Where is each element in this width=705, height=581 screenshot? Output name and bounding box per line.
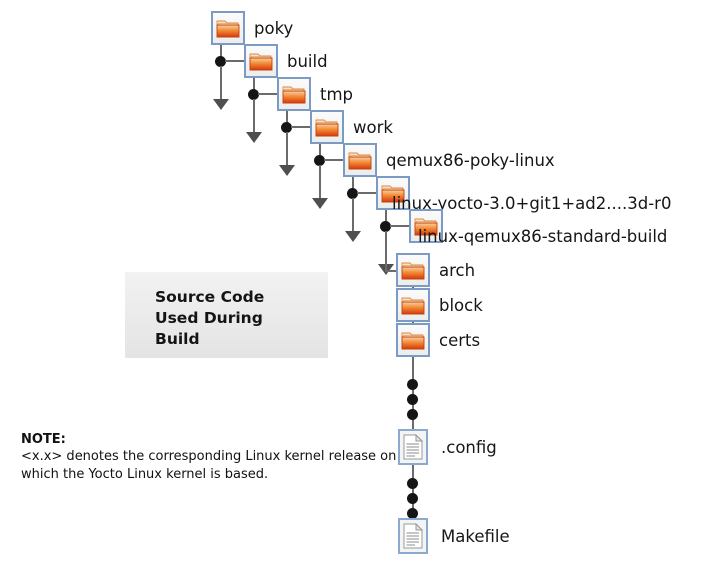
folder-icon-linux-yocto[interactable]: [376, 176, 410, 210]
ellipsis-dot-5: [407, 493, 418, 504]
note-body: <x.x> denotes the corresponding Linux ke…: [21, 449, 397, 482]
folder-label-poky: poky: [254, 19, 294, 38]
connector-elbow-vertical-standard-build: [385, 243, 387, 271]
connector-dot-build: [248, 89, 259, 100]
folder-icon-poky[interactable]: [211, 11, 245, 45]
folder-glyph: [401, 262, 425, 280]
connector-continue-tmp: [286, 132, 288, 166]
folder-label-block: block: [439, 296, 483, 315]
arrowhead-qemux86: [345, 231, 361, 242]
folder-glyph: [401, 332, 425, 350]
folder-label-build: build: [287, 52, 328, 71]
ellipsis-dot-3: [407, 409, 418, 420]
arrowhead-tmp: [279, 165, 295, 176]
connector-branch-tmp: [291, 126, 311, 128]
connector-line-build: [253, 78, 255, 94]
connector-branch-build: [258, 93, 278, 95]
connector-continue-work: [319, 165, 321, 199]
folder-glyph: [315, 119, 339, 137]
folder-label-linux-yocto: linux-yocto-3.0+git1+ad2....3d-r0: [392, 194, 672, 213]
folder-label-tmp: tmp: [320, 85, 354, 104]
folder-glyph: [282, 86, 306, 104]
folder-label-linux-qemux86-standard-build: linux-qemux86-standard-build: [418, 227, 668, 246]
connector-branch-work: [324, 159, 344, 161]
connector-dot-work: [314, 155, 325, 166]
folder-icon-work[interactable]: [310, 110, 344, 144]
connector-continue-qemux86: [352, 198, 354, 232]
connector-dot-qemux86: [347, 188, 358, 199]
connector-continue-build: [253, 99, 255, 133]
document-glyph: [403, 523, 423, 549]
folder-icon-qemux86-poky-linux[interactable]: [343, 143, 377, 177]
connector-dot-linux-yocto: [380, 221, 391, 232]
connector-line-work: [319, 144, 321, 160]
connector-line-linux-yocto: [385, 210, 387, 226]
folder-glyph: [348, 152, 372, 170]
folder-icon-build[interactable]: [244, 44, 278, 78]
folder-glyph: [401, 297, 425, 315]
connector-dot-tmp: [281, 122, 292, 133]
source-code-callout-box: Source Code Used During Build: [125, 272, 328, 358]
connector-config-to-makefile: [412, 465, 414, 519]
arrowhead-build: [246, 132, 262, 143]
folder-icon-certs[interactable]: [396, 323, 430, 357]
file-label-makefile: Makefile: [441, 527, 510, 546]
ellipsis-dot-2: [407, 394, 418, 405]
file-icon-makefile[interactable]: [398, 518, 428, 554]
arrowhead-poky: [213, 99, 229, 110]
folder-label-work: work: [353, 118, 393, 137]
folder-icon-arch[interactable]: [396, 253, 430, 287]
folder-icon-tmp[interactable]: [277, 77, 311, 111]
folder-label-certs: certs: [439, 331, 481, 350]
connector-branch-linux-yocto: [390, 225, 410, 227]
folder-icon-block[interactable]: [396, 288, 430, 322]
folder-glyph: [249, 53, 273, 71]
note-title: NOTE:: [21, 432, 66, 447]
folder-label-qemux86-poky-linux: qemux86-poky-linux: [386, 151, 555, 170]
file-label-config: .config: [441, 438, 497, 457]
folder-icon-linux-qemux86-standard-build[interactable]: [409, 209, 443, 243]
connector-line-tmp: [286, 111, 288, 127]
connector-branch-qemux86: [357, 192, 377, 194]
ellipsis-dot-1: [407, 379, 418, 390]
note-block: NOTE: <x.x> denotes the corresponding Li…: [21, 431, 401, 483]
connector-continue-poky: [220, 66, 222, 100]
connector-branch-poky: [225, 60, 245, 62]
folder-glyph: [381, 185, 405, 203]
ellipsis-dot-4: [407, 478, 418, 489]
connector-dot-poky: [215, 56, 226, 67]
folder-glyph: [216, 20, 240, 38]
ellipsis-dot-6: [407, 508, 418, 519]
connector-line-qemux86: [352, 177, 354, 193]
document-glyph: [403, 434, 423, 460]
folder-glyph: [414, 218, 438, 236]
folder-label-arch: arch: [439, 261, 476, 280]
source-code-callout-text: Source Code Used During Build: [155, 288, 265, 348]
file-icon-config[interactable]: [398, 429, 428, 465]
arrowhead-work: [312, 198, 328, 209]
connector-line-poky: [220, 45, 222, 61]
